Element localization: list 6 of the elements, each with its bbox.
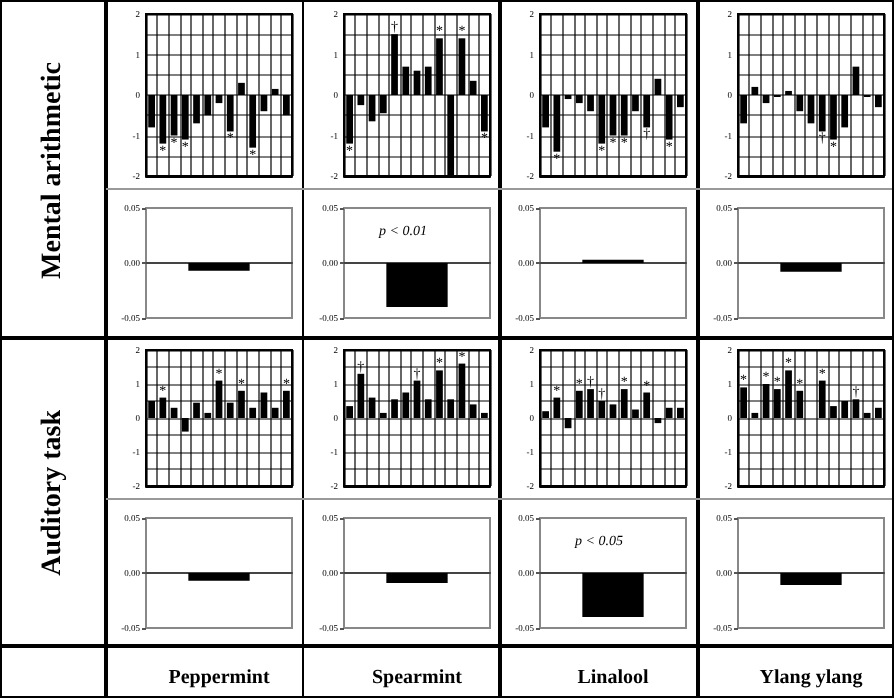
x-axis-title: Peppermint: [168, 667, 271, 689]
x-axis-title: Spearmint: [371, 667, 463, 689]
y-axis-title: Mental arithmetic: [38, 61, 70, 279]
x-axis-title: Linalool: [578, 667, 650, 689]
y-axis-title: Auditory task: [38, 409, 70, 575]
x-axis-title: Ylang ylang: [759, 667, 863, 689]
